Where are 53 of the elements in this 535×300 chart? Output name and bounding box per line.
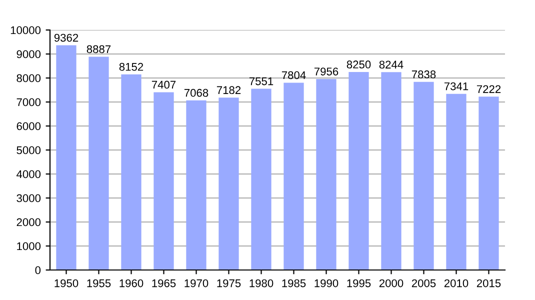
x-tick-label: 1990: [314, 279, 338, 288]
y-tick-label: 3000: [16, 194, 41, 202]
y-tick-label: 1000: [17, 242, 41, 250]
x-tick-label: 2010: [444, 279, 468, 288]
y-tick-label: 8000: [16, 74, 41, 82]
data-label: 7956: [314, 68, 338, 76]
x-tick-label: 1985: [282, 279, 306, 288]
bar: [218, 98, 239, 270]
bar: [88, 56, 109, 270]
data-label: 7838: [412, 70, 436, 78]
y-tick-label: 5000: [16, 146, 41, 154]
data-label: 7068: [184, 88, 208, 97]
y-tick-label: 7000: [16, 98, 41, 106]
x-tick-label: 1950: [54, 279, 78, 288]
bar: [478, 96, 499, 270]
x-tick-label: 1955: [87, 279, 111, 288]
bar: [121, 74, 142, 270]
bar: [381, 72, 402, 270]
bar: [186, 100, 206, 270]
data-label: 9362: [54, 34, 78, 42]
x-tick-label: 2015: [476, 279, 501, 288]
data-label: 7804: [282, 71, 306, 80]
data-label: 7341: [444, 82, 468, 90]
y-tick-label: 6000: [16, 122, 41, 130]
bar: [251, 88, 272, 270]
y-tick-label: 0: [35, 266, 41, 274]
data-label: 8887: [86, 45, 111, 54]
bar: [56, 45, 76, 270]
x-tick-label: 1975: [217, 279, 241, 288]
x-tick-label: 1960: [120, 279, 144, 288]
x-tick-label: 1995: [347, 279, 371, 288]
x-tick-label: 1965: [152, 279, 176, 288]
bar: [446, 94, 466, 270]
data-label: 7222: [476, 85, 501, 93]
bar: [154, 92, 174, 270]
y-tick-label: 2000: [16, 218, 41, 226]
data-label: 8244: [379, 60, 404, 69]
data-label: 7182: [216, 86, 241, 94]
data-label: 7407: [152, 80, 176, 89]
bar: [348, 72, 369, 270]
x-tick-label: 1980: [250, 279, 274, 288]
bar: [316, 79, 336, 270]
x-tick-label: 2000: [379, 279, 404, 288]
bar: [414, 82, 434, 270]
data-label: 8152: [119, 62, 144, 71]
y-tick-label: 9000: [16, 50, 41, 58]
data-label: 8250: [346, 60, 371, 68]
x-tick-label: 1970: [184, 279, 208, 288]
y-tick-label: 10000: [10, 26, 41, 34]
data-label: 7551: [249, 77, 274, 86]
y-tick-label: 4000: [16, 170, 41, 178]
bar: [284, 82, 304, 270]
x-tick-label: 2005: [412, 279, 436, 288]
